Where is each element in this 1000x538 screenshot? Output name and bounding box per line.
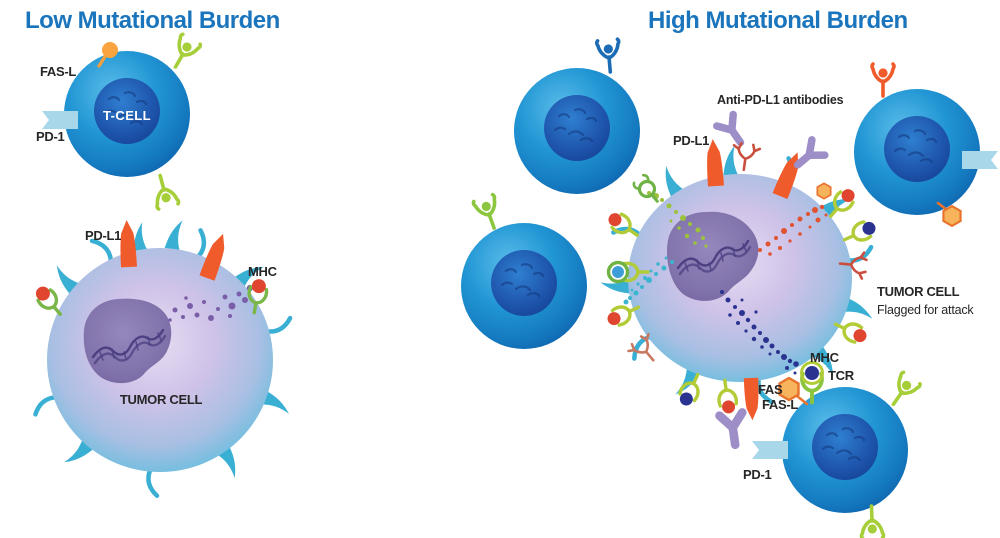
tumor-cell-sublabel: Flagged for attack [877,303,974,317]
mutation-dots-navy [720,290,799,375]
tcr-label: TCR [828,368,855,383]
mhc-tcr-complex-icon [800,361,824,405]
mhc-label: MHC [248,264,278,279]
immune-synapse-icon [606,260,650,284]
tumor-cell-label: TUMOR CELL [877,284,960,299]
receptor-figure-icon [164,31,203,75]
tcell-mid-left [459,192,589,351]
pd1-label: PD-1 [36,129,64,144]
pdl1-label: PD-L1 [85,228,121,243]
pd1-receptor-icon [752,441,788,459]
tumor-nucleus [83,298,172,384]
fas-stem [795,394,809,406]
dna-icon [676,239,752,276]
tcr-receptor-icon [729,140,762,173]
tcell-body [852,87,982,217]
tcell-top-left [512,37,642,196]
pd1-label: PD-1 [743,467,771,482]
receptor-figure-icon [594,37,624,75]
fas-ligand-icon [816,182,832,200]
mhc-antigen-icon [607,297,644,328]
tumor-cell-label: TUMOR CELL [120,392,203,407]
fasl-label: FAS-L [40,64,76,79]
tcell-left: T-CELL FAS-L PD-1 [36,31,203,212]
fasl-stem [97,53,108,68]
tcell-body [459,221,589,351]
receptor-figure-icon [147,170,181,212]
right-panel: High Mutational Burden [459,7,998,538]
anti-pdl1-antibody-icon [717,115,749,149]
mutation-dots-orange [758,204,828,256]
fasl-ligand-icon [102,42,118,58]
left-panel: Low Mutational Burden T-CELL FAS-L PD-1 [25,7,294,496]
fas-ligand-icon [942,205,962,227]
pd1-receptor-icon [962,151,998,169]
fasl-label: FAS-L [762,397,798,412]
left-title: Low Mutational Burden [25,7,280,34]
tumor-cell-left: PD-L1 MHC TUMOR CELL [32,218,294,495]
pdl1-receptor-icon [118,219,137,268]
anti-pdl1-label: Anti-PD-L1 antibodies [717,93,844,107]
tumor-cell-right [600,138,876,421]
fas-label: FAS [758,382,783,397]
mhc-label: MHC [810,350,840,365]
anti-pdl1-antibody-icon [719,412,746,446]
mhc-antigen-icon [608,212,644,244]
mhc-receptor-icon [35,286,69,322]
mhc-antigen-icon [830,314,867,345]
receptor-figure-icon [471,192,507,234]
receptor-figure-icon [870,62,896,98]
receptor-coil-icon [630,172,666,208]
mutation-dots-cyan [623,256,674,305]
tumor-nucleus [666,211,759,301]
tcell-top-right [852,62,998,227]
pdl1-label: PD-L1 [673,133,709,148]
mhc-antigen-icon [839,219,876,250]
tcell-label: T-CELL [103,108,151,123]
receptor-figure-icon [858,503,886,538]
tcell-body [512,66,642,196]
mutation-dots [168,284,254,322]
mhc-receptor-icon [244,279,269,316]
receptor-figure-icon [882,369,923,413]
dna-icon [91,328,167,365]
mhc-antigen-icon [714,377,739,414]
pd1-receptor-icon [42,111,78,129]
mhc-antigen-icon [677,369,708,406]
tcell-body [780,385,910,515]
mhc-antigen-icon [822,189,856,224]
right-title: High Mutational Burden [648,7,908,34]
tumor-edge-receptors [606,172,876,414]
